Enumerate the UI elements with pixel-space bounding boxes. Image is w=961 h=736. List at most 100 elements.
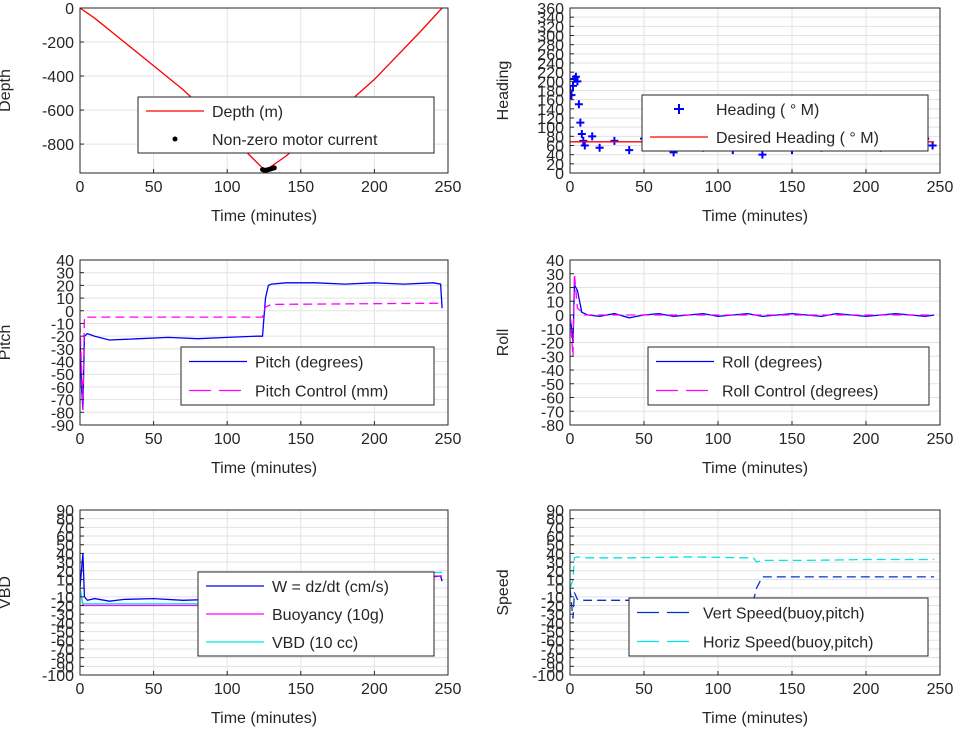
x-tick-label: 150	[287, 431, 314, 448]
series-line	[570, 556, 935, 589]
y-tick-label: 60	[546, 529, 564, 546]
y-tick-label: 50	[546, 538, 564, 555]
y-tick-label: 30	[56, 555, 74, 572]
y-tick-label: 90	[546, 503, 564, 520]
y-tick-label: -10	[541, 590, 564, 607]
y-tick-label: -50	[51, 625, 74, 642]
y-tick-label: -70	[51, 642, 74, 659]
legend-entry-label: Buoyancy (10g)	[272, 607, 384, 624]
y-axis-label: Depth	[0, 69, 14, 112]
y-tick-label: -800	[42, 137, 74, 154]
chart-depth: 0 50 100 150 200 250 0 -200 -400 -600 -800 Time (mi…	[0, 1, 461, 225]
x-tick-label: 250	[435, 431, 462, 448]
series-marker	[588, 132, 597, 141]
y-tick-label: 80	[546, 512, 564, 529]
y-tick-label: 20	[56, 564, 74, 581]
legend-marker	[674, 104, 684, 114]
y-tick-label: 20	[546, 281, 564, 298]
y-tick-label: -50	[51, 367, 74, 384]
y-tick-label: 300	[537, 29, 564, 46]
y-tick-label: -400	[42, 69, 74, 86]
x-tick-label: 200	[361, 179, 388, 196]
legend-marker	[172, 136, 178, 142]
legend-entry-label: Heading ( ° M)	[716, 102, 819, 119]
y-tick-label: 50	[56, 538, 74, 555]
x-tick-label: 0	[566, 179, 575, 196]
y-tick-label: 0	[65, 1, 74, 18]
series-marker	[577, 130, 586, 139]
x-tick-label: 0	[566, 681, 575, 698]
y-tick-label: 0	[555, 581, 564, 598]
y-tick-label: 20	[546, 564, 564, 581]
y-tick-label: 30	[56, 266, 74, 283]
y-tick-label: -10	[541, 322, 564, 339]
y-tick-label: -30	[51, 607, 74, 624]
legend: Vert Speed(buoy,pitch) Horiz Speed(buoy,p…	[628, 597, 929, 657]
x-tick-label: 100	[705, 431, 732, 448]
y-tick-label: 80	[546, 129, 564, 146]
y-tick-label: -70	[51, 393, 74, 410]
series-marker	[570, 91, 576, 100]
series-marker	[574, 100, 583, 109]
legend-entry-label: Vert Speed(buoy,pitch)	[703, 606, 865, 623]
legend-entry-label: Pitch Control (mm)	[255, 384, 388, 401]
y-tick-label: -90	[541, 659, 564, 676]
series-line	[570, 273, 935, 357]
y-tick-label: 220	[537, 65, 564, 82]
y-tick-label: 180	[537, 84, 564, 101]
y-tick-label: 0	[65, 581, 74, 598]
y-tick-label: 280	[537, 38, 564, 55]
x-axis-label: Time (minutes)	[702, 208, 808, 225]
legend: Pitch (degrees) Pitch Control (mm)	[180, 346, 435, 406]
legend-entry-label: W = dz/dt (cm/s)	[272, 579, 389, 596]
y-tick-label: -40	[541, 363, 564, 380]
y-tick-label: 40	[546, 253, 564, 270]
x-tick-label: 200	[853, 179, 880, 196]
x-tick-label: 150	[287, 681, 314, 698]
x-tick-label: 150	[779, 681, 806, 698]
y-tick-label: -30	[541, 349, 564, 366]
series-group	[80, 282, 443, 410]
legend: W = dz/dt (cm/s) Buoyancy (10g) VBD (10 cc…	[197, 571, 435, 657]
y-axis-label: Heading	[495, 61, 512, 121]
y-tick-label: -100	[42, 668, 74, 685]
y-tick-label: 200	[537, 74, 564, 91]
x-tick-label: 100	[705, 681, 732, 698]
axes-box	[79, 509, 449, 676]
y-tick-label: 20	[546, 157, 564, 174]
y-tick-label: 80	[56, 512, 74, 529]
y-tick-label: 60	[546, 139, 564, 156]
legend-entry-label: Horiz Speed(buoy,pitch)	[703, 635, 873, 652]
x-tick-label: 50	[145, 179, 163, 196]
y-tick-label: 120	[537, 111, 564, 128]
y-tick-label: 40	[56, 253, 74, 270]
legend-entry-label: Roll Control (degrees)	[722, 384, 879, 401]
y-tick-label: -80	[541, 651, 564, 668]
series-group	[80, 8, 443, 173]
y-tick-label: -600	[42, 103, 74, 120]
series-marker	[625, 146, 634, 155]
y-tick-label: -70	[541, 642, 564, 659]
x-tick-label: 0	[566, 431, 575, 448]
series-marker	[573, 77, 582, 86]
y-tick-label: -40	[51, 616, 74, 633]
x-axis-label: Time (minutes)	[211, 460, 317, 477]
series-marker	[579, 136, 588, 145]
x-tick-label: 200	[853, 431, 880, 448]
y-tick-label: 100	[537, 120, 564, 137]
chart-roll: 0 50 100 150 200 250403020100-10-20-30-40-50-…	[495, 253, 953, 477]
y-tick-label: 160	[537, 93, 564, 110]
y-tick-label: -70	[541, 404, 564, 421]
x-tick-label: 100	[214, 179, 241, 196]
x-tick-label: 200	[361, 681, 388, 698]
x-axis-label: Time (minutes)	[211, 208, 317, 225]
chart-pitch: 0 50 100 150 200 250403020100-10-20-30-40-50-…	[0, 253, 461, 477]
chart-vbd: 0 50 100 150 200 2509080706050403020100-10-20…	[0, 503, 461, 727]
x-axis-label: Time (minutes)	[211, 710, 317, 727]
y-tick-label: 70	[546, 520, 564, 537]
y-tick-label: -80	[51, 405, 74, 422]
y-tick-label: 240	[537, 56, 564, 73]
y-tick-label: -20	[541, 599, 564, 616]
y-tick-label: -60	[51, 633, 74, 650]
